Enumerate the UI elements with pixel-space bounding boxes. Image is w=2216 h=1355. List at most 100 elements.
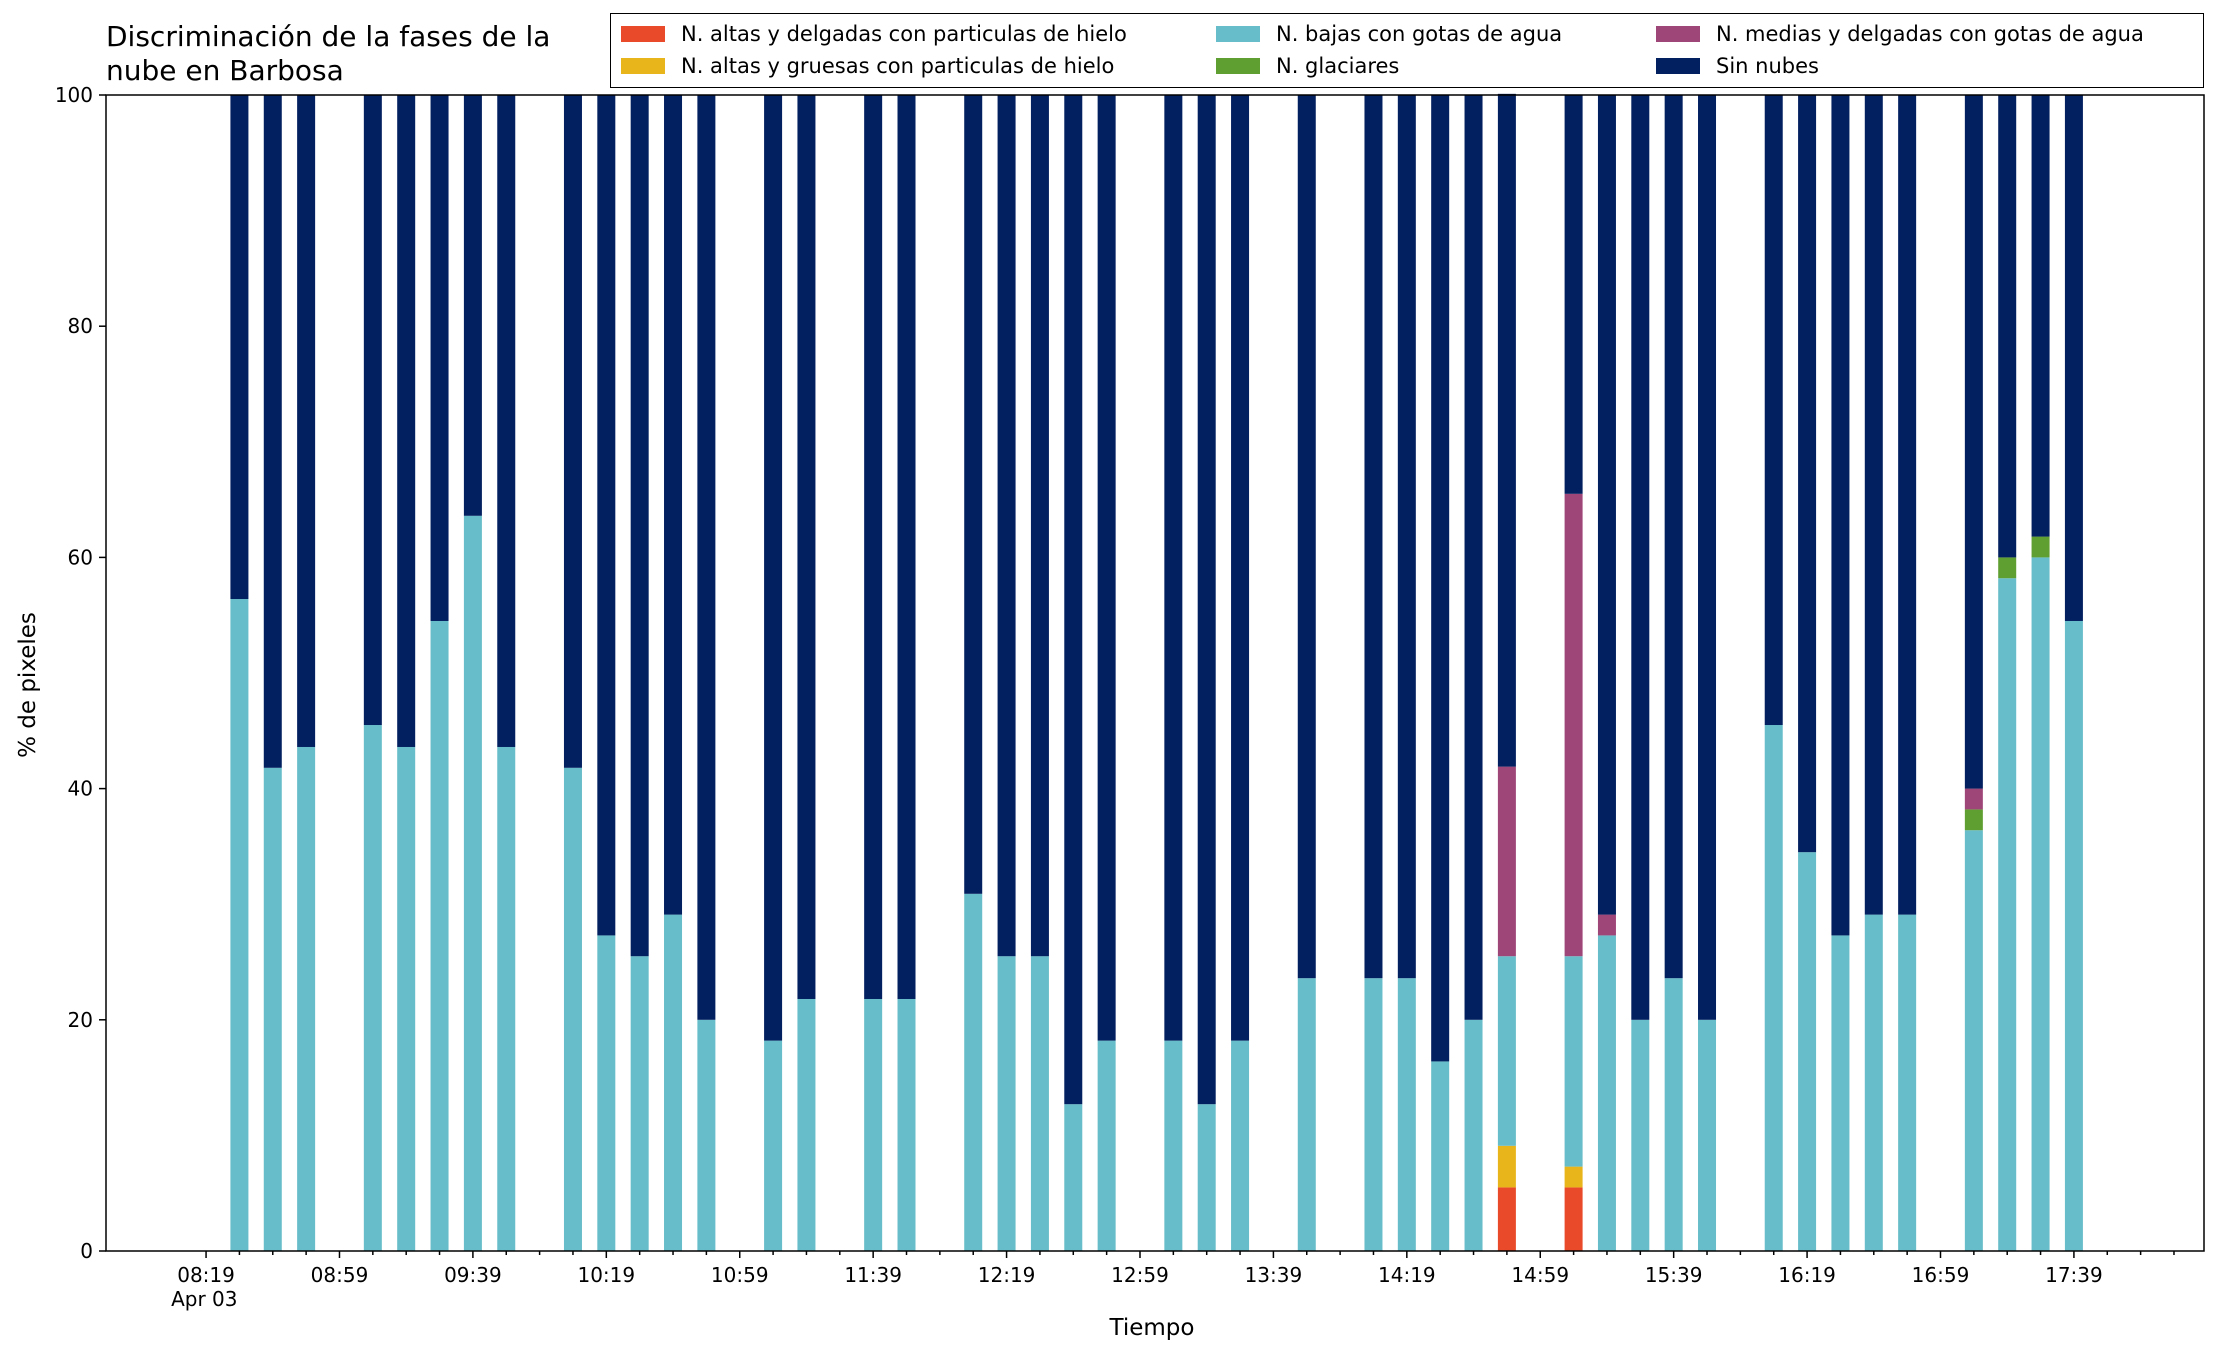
bar-segment — [630, 95, 649, 957]
bar-segment — [664, 914, 683, 1251]
bar-segment — [463, 515, 482, 1251]
legend-label: N. altas y gruesas con particulas de hie… — [681, 54, 1115, 78]
bar-segment — [397, 746, 416, 1251]
bar-segment — [1431, 95, 1450, 1062]
bar-segment — [1698, 95, 1717, 1020]
x-axis-label: Tiempo — [1109, 1315, 1195, 1341]
bar-segment — [230, 95, 249, 600]
bar-segment — [2031, 557, 2050, 1251]
legend-swatch — [621, 26, 665, 42]
x-tick-label: 12:19 — [978, 1263, 1036, 1287]
bar-segment — [1764, 95, 1783, 726]
x-tick-label: 13:39 — [1245, 1263, 1303, 1287]
x-tick-label: 10:19 — [577, 1263, 635, 1287]
x-axis: 08:19 Apr 03 08:59 09:39 10:19 10:59 11:39 12:1… — [171, 1251, 2175, 1311]
bar-segment — [697, 1019, 716, 1251]
bar-segment — [697, 95, 716, 1020]
bar-segment — [1798, 95, 1817, 853]
legend-swatch — [621, 58, 665, 74]
legend-item: N. altas y gruesas con particulas de hie… — [621, 54, 1114, 78]
bar-segment — [497, 95, 516, 747]
y-tick-label: 40 — [68, 777, 93, 801]
x-tick-label: 11:39 — [844, 1263, 902, 1287]
y-tick-label: 20 — [68, 1008, 93, 1032]
legend-label: N. altas y delgadas con particulas de hi… — [681, 22, 1127, 46]
bar-segment — [964, 95, 983, 894]
bar-segment — [1497, 956, 1516, 1146]
bar-segment — [2064, 95, 2083, 621]
bar-segment — [1164, 1040, 1183, 1251]
bar-segment — [1998, 557, 2017, 579]
bar-segment — [1998, 95, 2017, 558]
bar-segment — [363, 725, 382, 1251]
bar-segment — [1664, 978, 1683, 1251]
bar-segment — [430, 95, 449, 621]
bar-segment — [2031, 95, 2050, 537]
bar-segment — [1297, 95, 1316, 979]
bar-segment — [263, 767, 282, 1251]
bar-layer — [230, 93, 2083, 1251]
bar-segment — [1798, 852, 1817, 1251]
bar-segment — [430, 620, 449, 1251]
bar-segment — [1564, 493, 1583, 957]
bar-segment — [1231, 1040, 1250, 1251]
chart-title: Discriminación de la fases de la nube en… — [106, 20, 551, 87]
x-tick-label: 09:39 — [444, 1263, 502, 1287]
bar-segment — [497, 746, 516, 1251]
bar-segment — [2064, 620, 2083, 1251]
bar-segment — [797, 998, 816, 1251]
bar-segment — [797, 95, 816, 999]
bar-segment — [897, 95, 916, 999]
x-tick-label: 16:59 — [1912, 1263, 1970, 1287]
bar-segment — [1464, 1019, 1483, 1251]
x-tick-label: 16:19 — [1778, 1263, 1836, 1287]
y-tick-label: 0 — [80, 1239, 93, 1263]
legend-item: N. medias y delgadas con gotas de agua — [1656, 22, 2144, 46]
bar-segment — [2031, 536, 2050, 558]
plot-frame — [105, 94, 2205, 1252]
bar-segment — [1164, 95, 1183, 1041]
bar-segment — [1831, 935, 1850, 1251]
legend-swatch — [1656, 58, 1700, 74]
bar-segment — [263, 95, 282, 768]
bar-segment — [1197, 95, 1216, 1105]
bar-segment — [1364, 95, 1383, 979]
bar-segment — [1864, 914, 1883, 1251]
bar-segment — [664, 95, 683, 915]
bar-segment — [230, 599, 249, 1251]
bar-segment — [1431, 1061, 1450, 1251]
bar-segment — [764, 1040, 783, 1251]
legend-label: N. medias y delgadas con gotas de agua — [1716, 22, 2144, 46]
bar-segment — [1464, 95, 1483, 1020]
bar-segment — [1864, 95, 1883, 915]
x-tick-label: 12:59 — [1111, 1263, 1169, 1287]
legend-item: N. bajas con gotas de agua — [1216, 22, 1562, 46]
bar-segment — [897, 998, 916, 1251]
bar-segment — [1831, 95, 1850, 936]
y-axis-label: % de pixeles — [15, 612, 41, 758]
bar-segment — [1097, 95, 1116, 1041]
bar-segment — [463, 95, 482, 516]
bar-segment — [1064, 1104, 1083, 1251]
x-tick-label: 10:59 — [711, 1263, 769, 1287]
bar-segment — [1030, 95, 1049, 957]
bar-segment — [397, 95, 416, 747]
bar-segment — [297, 746, 316, 1251]
x-tick-label: 08:59 — [311, 1263, 369, 1287]
x-tick-label: 15:39 — [1645, 1263, 1703, 1287]
bar-segment — [363, 95, 382, 726]
bar-segment — [1564, 95, 1583, 494]
bar-segment — [1497, 1145, 1516, 1188]
y-axis: 0 20 40 60 80 100 — [55, 83, 106, 1263]
y-tick-label: 100 — [55, 83, 93, 107]
legend-swatch — [1656, 26, 1700, 42]
x-tick-label: 14:59 — [1511, 1263, 1569, 1287]
bar-segment — [1231, 95, 1250, 1041]
bar-segment — [1597, 95, 1616, 915]
legend-label: Sin nubes — [1716, 54, 1819, 78]
bar-segment — [1064, 95, 1083, 1105]
bar-segment — [764, 95, 783, 1041]
legend-item: Sin nubes — [1656, 54, 1819, 78]
bar-segment — [1364, 978, 1383, 1251]
